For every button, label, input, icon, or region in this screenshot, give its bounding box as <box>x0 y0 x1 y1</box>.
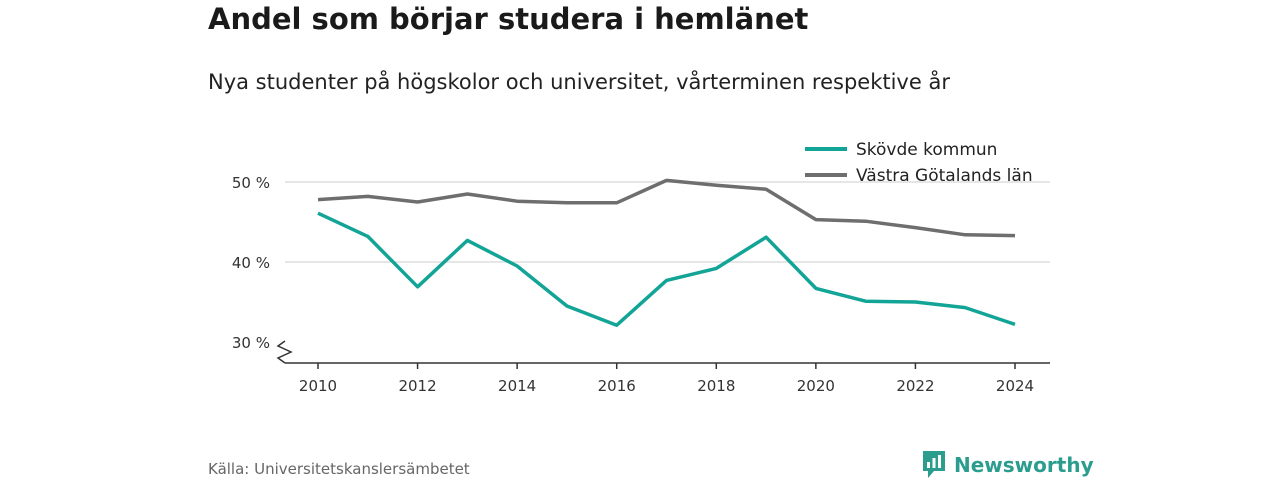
chart-title: Andel som börjar studera i hemlänet <box>208 2 809 36</box>
legend-label: Västra Götalands län <box>856 166 1033 186</box>
x-tick-label: 2018 <box>697 377 735 395</box>
y-axis-ticks: 50 % 40 % 30 % <box>232 174 270 352</box>
newsworthy-icon <box>923 451 945 478</box>
axis-break-icon <box>276 340 293 364</box>
series-lines <box>317 178 1016 327</box>
y-tick-label: 50 % <box>232 174 270 192</box>
gridlines <box>285 181 1050 263</box>
x-tick-label: 2024 <box>996 377 1034 395</box>
x-tick-label: 2020 <box>797 377 835 395</box>
y-tick-label: 30 % <box>232 334 270 352</box>
source-note: Källa: Universitetskanslersämbetet <box>208 460 470 478</box>
x-axis: 2010 2012 2014 2016 2018 2020 2022 2024 <box>276 340 1050 395</box>
newsworthy-logo: Newsworthy <box>922 450 1094 480</box>
legend: Skövde kommun Västra Götalands län <box>805 140 1033 186</box>
y-tick-label: 40 % <box>232 254 270 272</box>
chart-subtitle: Nya studenter på högskolor och universit… <box>208 70 950 94</box>
brand-name: Newsworthy <box>954 453 1094 477</box>
x-tick-label: 2014 <box>498 377 536 395</box>
series-line-vastra-gotaland <box>317 178 1016 238</box>
legend-label: Skövde kommun <box>856 140 997 160</box>
x-tick-label: 2010 <box>299 377 337 395</box>
series-line-skovde <box>317 211 1016 327</box>
x-tick-label: 2016 <box>598 377 636 395</box>
x-tick-label: 2022 <box>896 377 934 395</box>
x-tick-label: 2012 <box>398 377 436 395</box>
